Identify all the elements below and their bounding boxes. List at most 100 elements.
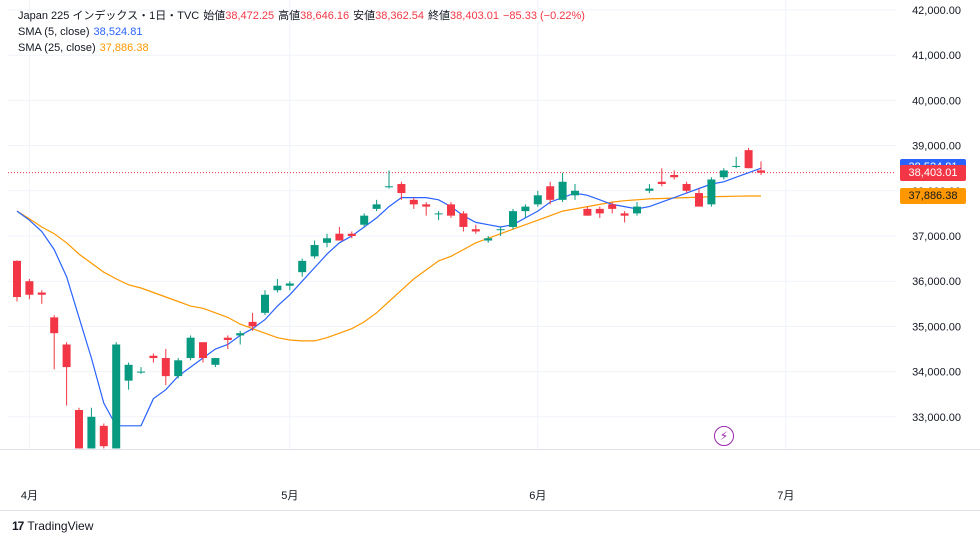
candle-body <box>732 165 741 167</box>
candle-body <box>298 260 307 273</box>
y-axis[interactable]: 42,000.0041,000.0040,000.0039,000.0038,0… <box>912 5 961 424</box>
candle <box>211 358 220 368</box>
candle <box>645 184 654 194</box>
candle-body <box>161 358 170 377</box>
candle-body <box>744 150 753 169</box>
candle-body <box>149 355 158 359</box>
candle <box>744 147 753 169</box>
candle <box>608 202 617 214</box>
open-value: 38,472.25 <box>225 10 275 22</box>
candle <box>620 211 629 223</box>
candle-body <box>199 342 207 359</box>
candle-body <box>360 215 369 225</box>
candle-body <box>87 416 96 449</box>
legend: Japan 225 インデックス・1日・TVC 始値 38,472.25 高値 38… <box>18 8 585 56</box>
candle <box>509 208 517 230</box>
candle-body <box>62 344 71 368</box>
candle-body <box>335 233 344 241</box>
candle <box>323 233 331 248</box>
candle <box>13 260 21 302</box>
candle-body <box>620 213 629 216</box>
y-tick-label: 41,000.00 <box>912 50 961 62</box>
candle-body <box>186 337 195 359</box>
sma5-value: 38,524.81 <box>93 26 143 38</box>
candle-body <box>112 344 121 449</box>
candle <box>124 362 133 390</box>
sma25-value: 37,886.38 <box>99 42 149 54</box>
candle <box>447 202 455 218</box>
sma25-label: SMA (25, close) <box>18 42 96 54</box>
sma25-price-tag: 37,886.38 <box>900 187 966 204</box>
candle-body <box>310 245 319 257</box>
candle <box>236 330 245 345</box>
candle <box>75 407 83 449</box>
open-label: 始値 <box>203 10 226 22</box>
candle <box>335 226 344 241</box>
sma5-label: SMA (5, close) <box>18 26 90 38</box>
candle <box>571 184 579 200</box>
candle <box>261 290 269 316</box>
candle-body <box>471 229 480 232</box>
candle-body <box>223 337 232 340</box>
candle <box>434 211 443 221</box>
tradingview-brand[interactable]: 17 TradingView <box>12 519 93 533</box>
y-tick-label: 35,000.00 <box>912 321 961 333</box>
candle <box>546 181 555 205</box>
candle <box>521 204 530 218</box>
sma25-series <box>16 195 761 342</box>
candle <box>471 224 480 234</box>
candle <box>496 226 505 236</box>
candle-body <box>385 186 393 188</box>
x-tick-label: 6月 <box>529 490 546 502</box>
candle-body <box>323 238 331 243</box>
close-price-tag: 38,403.01 <box>900 164 966 181</box>
candle-body <box>397 184 406 194</box>
candle-body <box>558 181 567 200</box>
candle <box>409 197 418 209</box>
candle <box>223 335 232 349</box>
candle <box>422 202 431 216</box>
lightning-icon[interactable]: ⚡ <box>714 426 734 446</box>
candle-body <box>422 204 431 207</box>
candle-body <box>273 285 282 291</box>
candle <box>682 181 691 194</box>
candle <box>112 342 121 449</box>
low-label: 安値 <box>353 10 376 22</box>
candle <box>719 168 728 180</box>
candle <box>360 213 369 227</box>
candle <box>372 199 381 212</box>
candle <box>149 353 158 363</box>
sma5-row[interactable]: SMA (5, close) 38,524.81 <box>18 24 585 40</box>
candle <box>298 258 307 277</box>
candle-body <box>285 283 294 286</box>
candle <box>310 240 319 259</box>
candle-body <box>459 213 468 227</box>
candle-body <box>124 364 133 381</box>
candle-body <box>248 321 257 327</box>
candle-body <box>484 238 493 241</box>
candle <box>484 236 493 243</box>
candle <box>397 181 406 200</box>
candle-body <box>409 199 418 205</box>
candle-body <box>657 181 666 185</box>
tradingview-logo-icon: 17 <box>12 519 24 533</box>
high-value: 38,646.16 <box>300 10 350 22</box>
x-tick-label: 4月 <box>21 490 38 502</box>
candle <box>161 349 170 386</box>
candle-body <box>99 425 108 447</box>
candle-body <box>174 360 183 377</box>
brand-name: TradingView <box>27 519 94 533</box>
candle <box>285 281 294 291</box>
candle-body <box>645 188 654 191</box>
candle-body <box>670 174 679 178</box>
x-axis[interactable]: 4月 5月 6月 7月 <box>21 490 795 502</box>
sma25-row[interactable]: SMA (25, close) 37,886.38 <box>18 40 585 56</box>
candles <box>13 147 765 449</box>
candle <box>199 342 207 363</box>
candle-body <box>633 206 641 214</box>
y-tick-label: 36,000.00 <box>912 276 961 288</box>
candle <box>657 168 666 187</box>
high-label: 高値 <box>278 10 301 22</box>
symbol-title[interactable]: Japan 225 インデックス・1日・TVC <box>18 10 200 22</box>
